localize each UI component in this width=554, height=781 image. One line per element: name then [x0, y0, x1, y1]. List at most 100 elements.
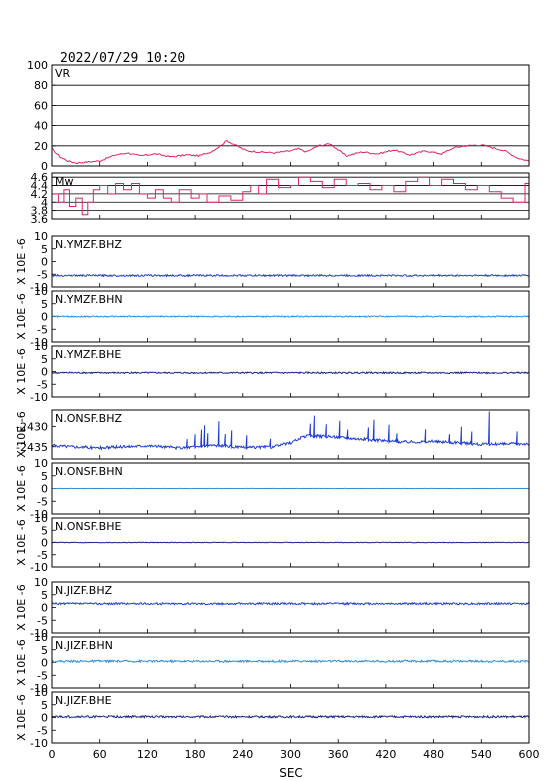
panel-frame — [51, 64, 530, 167]
series-line — [51, 140, 530, 165]
y-tick-label: 0 — [41, 160, 48, 173]
y-tick-label: -2435 — [16, 441, 48, 454]
y-tick-label: 0 — [41, 602, 48, 615]
y-tick-label: 5 — [41, 644, 48, 657]
x-tick-label: 600 — [519, 748, 540, 761]
y-tick-label: -5 — [37, 495, 48, 508]
y-tick-label: 10 — [34, 512, 48, 525]
y-tick-label: -10 — [30, 737, 48, 750]
x-tick-label: 240 — [232, 748, 253, 761]
panel-label: N.ONSF.BHZ — [55, 412, 122, 425]
panel-frame — [51, 636, 530, 689]
y-tick-label: 40 — [34, 120, 48, 133]
y-tick-label: 100 — [27, 59, 48, 72]
y-tick-label: 10 — [34, 686, 48, 699]
panel-label: N.YMZF.BHE — [55, 348, 121, 361]
x-tick-label: 540 — [471, 748, 492, 761]
x-tick-label: 480 — [423, 748, 444, 761]
y-tick-label: 0 — [41, 311, 48, 324]
panel-frame — [51, 172, 530, 220]
panel-frame — [51, 290, 530, 343]
series-line — [52, 176, 529, 216]
header-timestamp: 2022/07/29 10:20 — [60, 51, 185, 66]
panel-label: N.JIZF.BHE — [55, 694, 112, 707]
x-tick-label: 60 — [93, 748, 107, 761]
y-tick-label: -5 — [37, 378, 48, 391]
y-tick-label: -10 — [30, 627, 48, 640]
x-axis-label: SEC — [279, 766, 303, 780]
y-axis-label: X 10E -6 — [15, 465, 28, 511]
y-tick-label: 4.2 — [31, 188, 49, 201]
y-tick-label: 4.4 — [31, 180, 49, 193]
y-tick-label: 0 — [41, 712, 48, 725]
y-tick-label: 10 — [34, 285, 48, 298]
x-tick-label: 180 — [185, 748, 206, 761]
panel-frame — [51, 345, 530, 398]
y-tick-label: 60 — [34, 99, 48, 112]
y-tick-label: 10 — [34, 576, 48, 589]
x-tick-label: 420 — [375, 748, 396, 761]
y-axis-label: X 10E -6 — [15, 238, 28, 284]
y-tick-label: -10 — [30, 682, 48, 695]
y-tick-label: -10 — [30, 336, 48, 349]
series-line — [51, 601, 530, 606]
y-tick-label: 5 — [41, 699, 48, 712]
y-tick-label: -10 — [30, 391, 48, 404]
series-line — [51, 714, 530, 720]
series-line — [51, 273, 529, 278]
y-tick-label: -10 — [30, 508, 48, 521]
panel-label: Mw — [55, 175, 74, 188]
panel-frame — [51, 517, 530, 568]
y-tick-label: 4.6 — [31, 171, 49, 184]
y-tick-label: 0 — [41, 537, 48, 550]
y-tick-label: -5 — [37, 549, 48, 562]
y-tick-label: 10 — [34, 340, 48, 353]
series-line — [51, 658, 530, 664]
panel-vr: 0 20 40 60 80 100 VR — [27, 59, 530, 173]
panel-label: N.ONSF.BHE — [55, 520, 121, 533]
x-tick-label: 300 — [280, 748, 301, 761]
series-line — [51, 411, 530, 451]
panel-label: N.YMZF.BHZ — [55, 238, 122, 251]
x-tick-label: 120 — [137, 748, 158, 761]
y-axis-label: X 10E -6 — [15, 584, 28, 630]
panel-label: N.ONSF.BHN — [55, 465, 123, 478]
y-tick-label: 5 — [41, 589, 48, 602]
y-tick-label: 4 — [41, 196, 48, 209]
y-tick-label: 10 — [34, 457, 48, 470]
y-tick-label: 10 — [34, 631, 48, 644]
y-tick-label: 3.6 — [31, 213, 49, 226]
y-tick-label: 5 — [41, 353, 48, 366]
y-tick-label: -10 — [30, 561, 48, 574]
y-tick-label: 0 — [41, 657, 48, 670]
x-axis: 0 60 120 180 240 300 360 420 480 540 600 — [49, 748, 540, 761]
panel-frame — [51, 235, 530, 288]
y-tick-label: 20 — [34, 140, 48, 153]
y-axis-label: X 10E -6 — [15, 519, 28, 565]
y-tick-label: -5 — [37, 323, 48, 336]
y-tick-label: 3.8 — [31, 205, 49, 218]
x-tick-label: 0 — [49, 748, 56, 761]
panel-frame — [51, 462, 530, 515]
y-axis-label: X 10E -6 — [15, 348, 28, 394]
panel-frame — [51, 409, 530, 460]
y-tick-label: 5 — [41, 524, 48, 537]
y-tick-label: -5 — [37, 268, 48, 281]
y-tick-label: 10 — [34, 230, 48, 243]
panel-frame — [51, 691, 530, 744]
y-tick-label: 0 — [41, 483, 48, 496]
panel-mw: 3.63.844.24.44.6 Mw — [31, 171, 530, 226]
y-tick-label: -2430 — [16, 420, 48, 433]
y-tick-label: -5 — [37, 724, 48, 737]
y-tick-label: -5 — [37, 669, 48, 682]
y-tick-label: -5 — [37, 614, 48, 627]
y-axis-label: X 10E -6 — [15, 639, 28, 685]
